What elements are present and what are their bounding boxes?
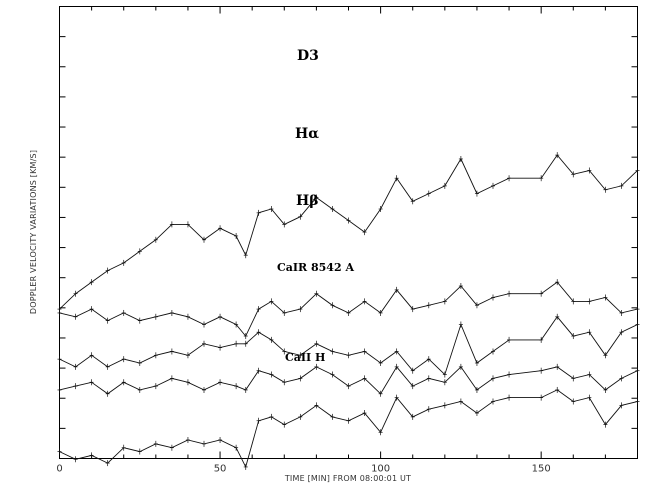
series-label-d3: D3 xyxy=(297,48,319,64)
x-axis-ticks xyxy=(59,6,638,459)
series-line xyxy=(59,366,638,395)
series-layer xyxy=(57,152,640,470)
series-d3 xyxy=(57,152,640,313)
series-h- xyxy=(57,279,640,340)
x-tick-label: 50 xyxy=(214,464,227,475)
series-h- xyxy=(57,313,640,378)
x-axis-tick-labels: 0 50 100 150 xyxy=(56,464,550,475)
series-cair-8542-a xyxy=(57,363,640,397)
series-label-halpha: Hα xyxy=(295,126,319,142)
series-caii-h xyxy=(57,386,640,470)
y-axis-ticks xyxy=(59,36,638,429)
series-line xyxy=(59,281,638,337)
series-label-caii-h: CaII H xyxy=(285,351,325,364)
series-label-cair: CaIR 8542 A xyxy=(277,261,354,274)
y-axis-label: DOPPLER VELOCITY VARIATIONS [KM/S] xyxy=(29,150,38,314)
series-line xyxy=(59,316,638,376)
x-tick-label: 150 xyxy=(532,464,551,475)
series-label-hbeta: Hβ xyxy=(296,193,319,209)
x-tick-label: 0 xyxy=(56,464,62,475)
series-line xyxy=(59,154,638,310)
x-axis-label: TIME [MIN] FROM 08:00:01 UT xyxy=(284,474,411,483)
x-tick-label: 100 xyxy=(371,464,390,475)
plot-frame xyxy=(59,6,638,459)
